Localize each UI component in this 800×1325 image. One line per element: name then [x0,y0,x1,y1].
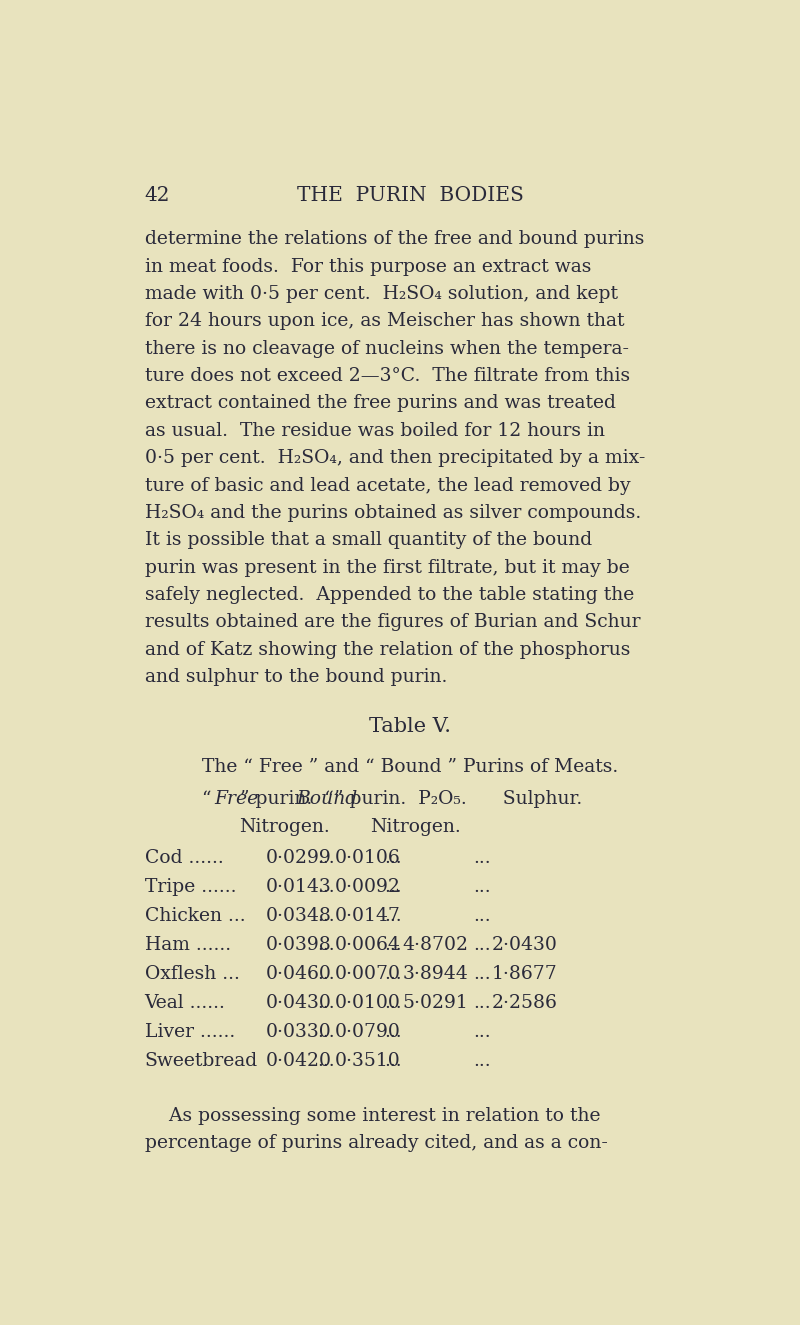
Text: 0·3510: 0·3510 [334,1052,400,1069]
Text: ...: ... [384,1052,402,1069]
Text: ...: ... [317,935,334,954]
Text: It is possible that a small quantity of the bound: It is possible that a small quantity of … [145,531,592,549]
Text: ...: ... [474,1052,491,1069]
Text: Ham ......: Ham ...... [145,935,230,954]
Text: The “ Free ” and “ Bound ” Purins of Meats.: The “ Free ” and “ Bound ” Purins of Mea… [202,758,618,776]
Text: ” purin.  “: ” purin. “ [240,790,334,807]
Text: 0·0420: 0·0420 [266,1052,332,1069]
Text: and of Katz showing the relation of the phosphorus: and of Katz showing the relation of the … [145,640,630,659]
Text: 2·2586: 2·2586 [492,994,558,1012]
Text: results obtained are the figures of Burian and Schur: results obtained are the figures of Buri… [145,613,640,631]
Text: ...: ... [317,878,334,896]
Text: ture of basic and lead acetate, the lead removed by: ture of basic and lead acetate, the lead… [145,477,630,494]
Text: safely neglected.  Appended to the table stating the: safely neglected. Appended to the table … [145,586,634,604]
Text: and sulphur to the bound purin.: and sulphur to the bound purin. [145,668,447,686]
Text: 0·5 per cent.  H₂SO₄, and then precipitated by a mix-: 0·5 per cent. H₂SO₄, and then precipitat… [145,449,645,468]
Text: Sweetbread: Sweetbread [145,1052,258,1069]
Text: As possessing some interest in relation to the: As possessing some interest in relation … [145,1106,600,1125]
Text: ...: ... [384,849,402,867]
Text: 0·0100: 0·0100 [334,994,400,1012]
Text: ...: ... [474,965,491,983]
Text: ...: ... [317,849,334,867]
Text: 0·0348: 0·0348 [266,906,332,925]
Text: ...: ... [384,994,402,1012]
Text: ...: ... [384,1023,402,1041]
Text: ...: ... [384,878,402,896]
Text: ...: ... [384,965,402,983]
Text: 0·0330: 0·0330 [266,1023,332,1041]
Text: H₂SO₄ and the purins obtained as silver compounds.: H₂SO₄ and the purins obtained as silver … [145,504,641,522]
Text: “: “ [202,790,218,807]
Text: Chicken ...: Chicken ... [145,906,246,925]
Text: 2·0430: 2·0430 [492,935,558,954]
Text: ...: ... [317,906,334,925]
Text: 0·0106: 0·0106 [334,849,400,867]
Text: extract contained the free purins and was treated: extract contained the free purins and wa… [145,395,615,412]
Text: ...: ... [317,965,334,983]
Text: ...: ... [384,906,402,925]
Text: 0·0064: 0·0064 [334,935,400,954]
Text: Table V.: Table V. [369,717,451,737]
Text: ” purin.  P₂O₅.      Sulphur.: ” purin. P₂O₅. Sulphur. [334,790,582,807]
Text: ...: ... [474,994,491,1012]
Text: ...: ... [474,906,491,925]
Text: Tripe ......: Tripe ...... [145,878,236,896]
Text: 0·0460: 0·0460 [266,965,332,983]
Text: 0·0143: 0·0143 [266,878,332,896]
Text: ...: ... [317,1052,334,1069]
Text: ...: ... [384,935,402,954]
Text: for 24 hours upon ice, as Meischer has shown that: for 24 hours upon ice, as Meischer has s… [145,313,624,330]
Text: there is no cleavage of nucleins when the tempera-: there is no cleavage of nucleins when th… [145,339,629,358]
Text: Cod ......: Cod ...... [145,849,223,867]
Text: Free: Free [214,790,258,807]
Text: ...: ... [474,849,491,867]
Text: ...: ... [474,935,491,954]
Text: Veal ......: Veal ...... [145,994,226,1012]
Text: 1·8677: 1·8677 [492,965,558,983]
Text: 0·0299: 0·0299 [266,849,332,867]
Text: ...: ... [317,994,334,1012]
Text: 0·0790: 0·0790 [334,1023,400,1041]
Text: Nitrogen.: Nitrogen. [239,819,330,836]
Text: 0·0092: 0·0092 [334,878,400,896]
Text: 0·0398: 0·0398 [266,935,332,954]
Text: determine the relations of the free and bound purins: determine the relations of the free and … [145,231,644,248]
Text: 0·0430: 0·0430 [266,994,332,1012]
Text: purin was present in the first filtrate, but it may be: purin was present in the first filtrate,… [145,559,630,576]
Text: Nitrogen.: Nitrogen. [370,819,461,836]
Text: ...: ... [474,878,491,896]
Text: 4·8702: 4·8702 [402,935,469,954]
Text: 0·0070: 0·0070 [334,965,400,983]
Text: 3·8944: 3·8944 [402,965,468,983]
Text: Bound: Bound [297,790,358,807]
Text: made with 0·5 per cent.  H₂SO₄ solution, and kept: made with 0·5 per cent. H₂SO₄ solution, … [145,285,618,303]
Text: ...: ... [474,1023,491,1041]
Text: ...: ... [317,1023,334,1041]
Text: as usual.  The residue was boiled for 12 hours in: as usual. The residue was boiled for 12 … [145,421,605,440]
Text: Liver ......: Liver ...... [145,1023,235,1041]
Text: percentage of purins already cited, and as a con-: percentage of purins already cited, and … [145,1134,607,1153]
Text: 5·0291: 5·0291 [402,994,468,1012]
Text: THE  PURIN  BODIES: THE PURIN BODIES [297,186,523,204]
Text: ture does not exceed 2—3°C.  The filtrate from this: ture does not exceed 2—3°C. The filtrate… [145,367,630,386]
Text: in meat foods.  For this purpose an extract was: in meat foods. For this purpose an extra… [145,258,591,276]
Text: 0·0147: 0·0147 [334,906,400,925]
Text: Oxflesh ...: Oxflesh ... [145,965,239,983]
Text: 42: 42 [145,186,170,204]
